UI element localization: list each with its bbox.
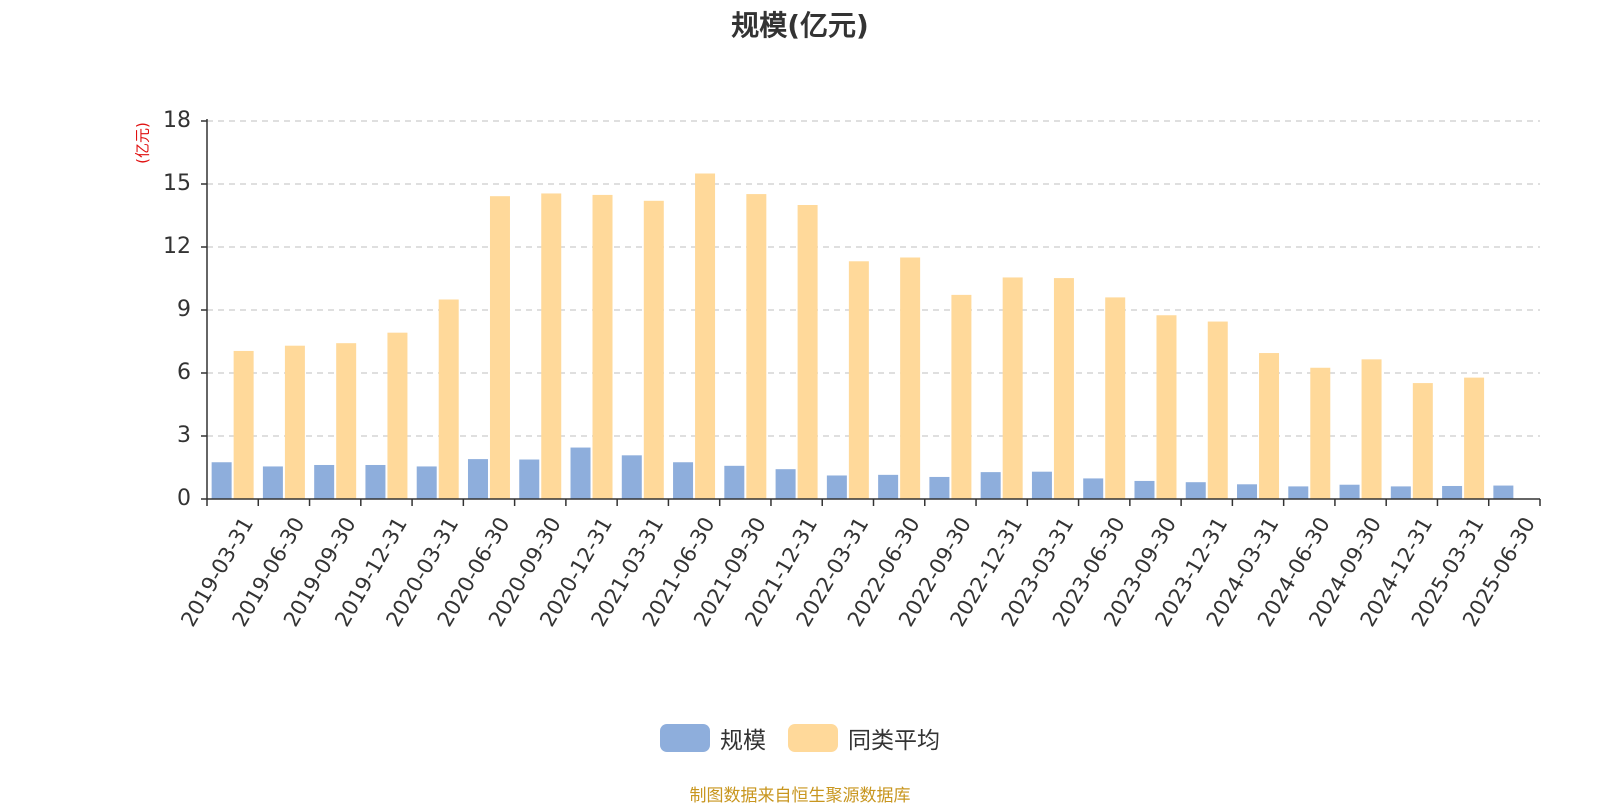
bar-scale[interactable] (314, 464, 335, 499)
y-tick-label: 9 (177, 297, 191, 322)
bar-peer-average[interactable] (489, 196, 510, 499)
bar-peer-average[interactable] (746, 194, 767, 499)
y-tick-label: 0 (177, 486, 191, 511)
legend-swatch-scale (660, 724, 710, 752)
bar-peer-average[interactable] (336, 343, 357, 499)
bar-peer-average[interactable] (233, 350, 254, 499)
bar-scale[interactable] (519, 459, 540, 499)
legend-label-scale: 规模 (720, 728, 766, 754)
bar-scale[interactable] (1185, 482, 1206, 499)
bar-peer-average[interactable] (1259, 353, 1280, 499)
bar-scale[interactable] (724, 465, 745, 499)
y-tick-labels: 0 3 6 9 12 15 18 (163, 108, 191, 511)
bar-peer-average[interactable] (438, 299, 459, 500)
bar-peer-average[interactable] (1412, 383, 1433, 499)
bar-scale[interactable] (826, 475, 847, 499)
bars (211, 173, 1514, 500)
bar-scale[interactable] (570, 447, 591, 499)
chart-title: 规模(亿元) (731, 9, 869, 42)
y-tick-label: 18 (163, 108, 191, 133)
bar-scale[interactable] (365, 464, 386, 499)
legend-item-scale[interactable]: 规模 (660, 721, 766, 755)
source-note: 制图数据来自恒生聚源数据库 (689, 786, 911, 806)
bar-peer-average[interactable] (797, 205, 818, 499)
legend-item-peer-average[interactable]: 同类平均 (788, 721, 940, 755)
bar-peer-average[interactable] (1002, 277, 1023, 499)
bar-scale[interactable] (1031, 471, 1052, 499)
bar-scale[interactable] (1339, 484, 1360, 499)
bar-peer-average[interactable] (1156, 315, 1177, 499)
bar-peer-average[interactable] (592, 194, 613, 500)
bar-peer-average[interactable] (1310, 367, 1331, 499)
bar-peer-average[interactable] (1464, 377, 1485, 499)
bar-peer-average[interactable] (1053, 278, 1074, 499)
bar-scale[interactable] (262, 466, 283, 499)
legend-label-peer-average: 同类平均 (848, 728, 940, 754)
bar-peer-average[interactable] (284, 345, 305, 499)
bar-scale[interactable] (775, 469, 796, 499)
bar-peer-average[interactable] (387, 332, 408, 499)
bar-scale[interactable] (1237, 484, 1258, 499)
bar-scale[interactable] (673, 462, 694, 499)
bar-scale[interactable] (1390, 486, 1411, 499)
y-axis-label: (亿元) (134, 122, 152, 164)
grid-lines (207, 120, 1540, 437)
bar-peer-average[interactable] (848, 261, 869, 499)
x-tick-labels: 2019-03-312019-06-302019-09-302019-12-31… (176, 513, 1540, 631)
bar-peer-average[interactable] (1207, 321, 1228, 499)
bar-scale[interactable] (980, 472, 1001, 499)
bar-peer-average[interactable] (1105, 297, 1126, 499)
bar-scale[interactable] (621, 455, 642, 499)
bar-peer-average[interactable] (695, 173, 716, 500)
y-tick-label: 12 (163, 234, 191, 259)
legend: 规模 同类平均 (0, 720, 1600, 756)
bar-scale[interactable] (211, 462, 232, 499)
bar-peer-average[interactable] (951, 294, 972, 499)
bar-scale[interactable] (1288, 486, 1309, 499)
bar-peer-average[interactable] (900, 257, 921, 500)
axes (201, 119, 1541, 506)
y-tick-label: 15 (163, 171, 191, 196)
bar-peer-average[interactable] (1361, 359, 1382, 499)
legend-swatch-peer-average (788, 724, 838, 752)
bar-scale[interactable] (929, 476, 950, 499)
bar-scale[interactable] (416, 466, 437, 499)
bar-scale[interactable] (878, 474, 899, 499)
bar-scale[interactable] (467, 459, 488, 499)
bar-peer-average[interactable] (643, 200, 664, 500)
bar-scale[interactable] (1134, 480, 1155, 499)
bar-peer-average[interactable] (541, 193, 562, 499)
bar-scale[interactable] (1442, 485, 1463, 499)
y-tick-label: 3 (177, 423, 191, 448)
bar-scale[interactable] (1493, 485, 1514, 499)
bar-scale[interactable] (1083, 478, 1104, 499)
y-tick-label: 6 (177, 360, 191, 385)
